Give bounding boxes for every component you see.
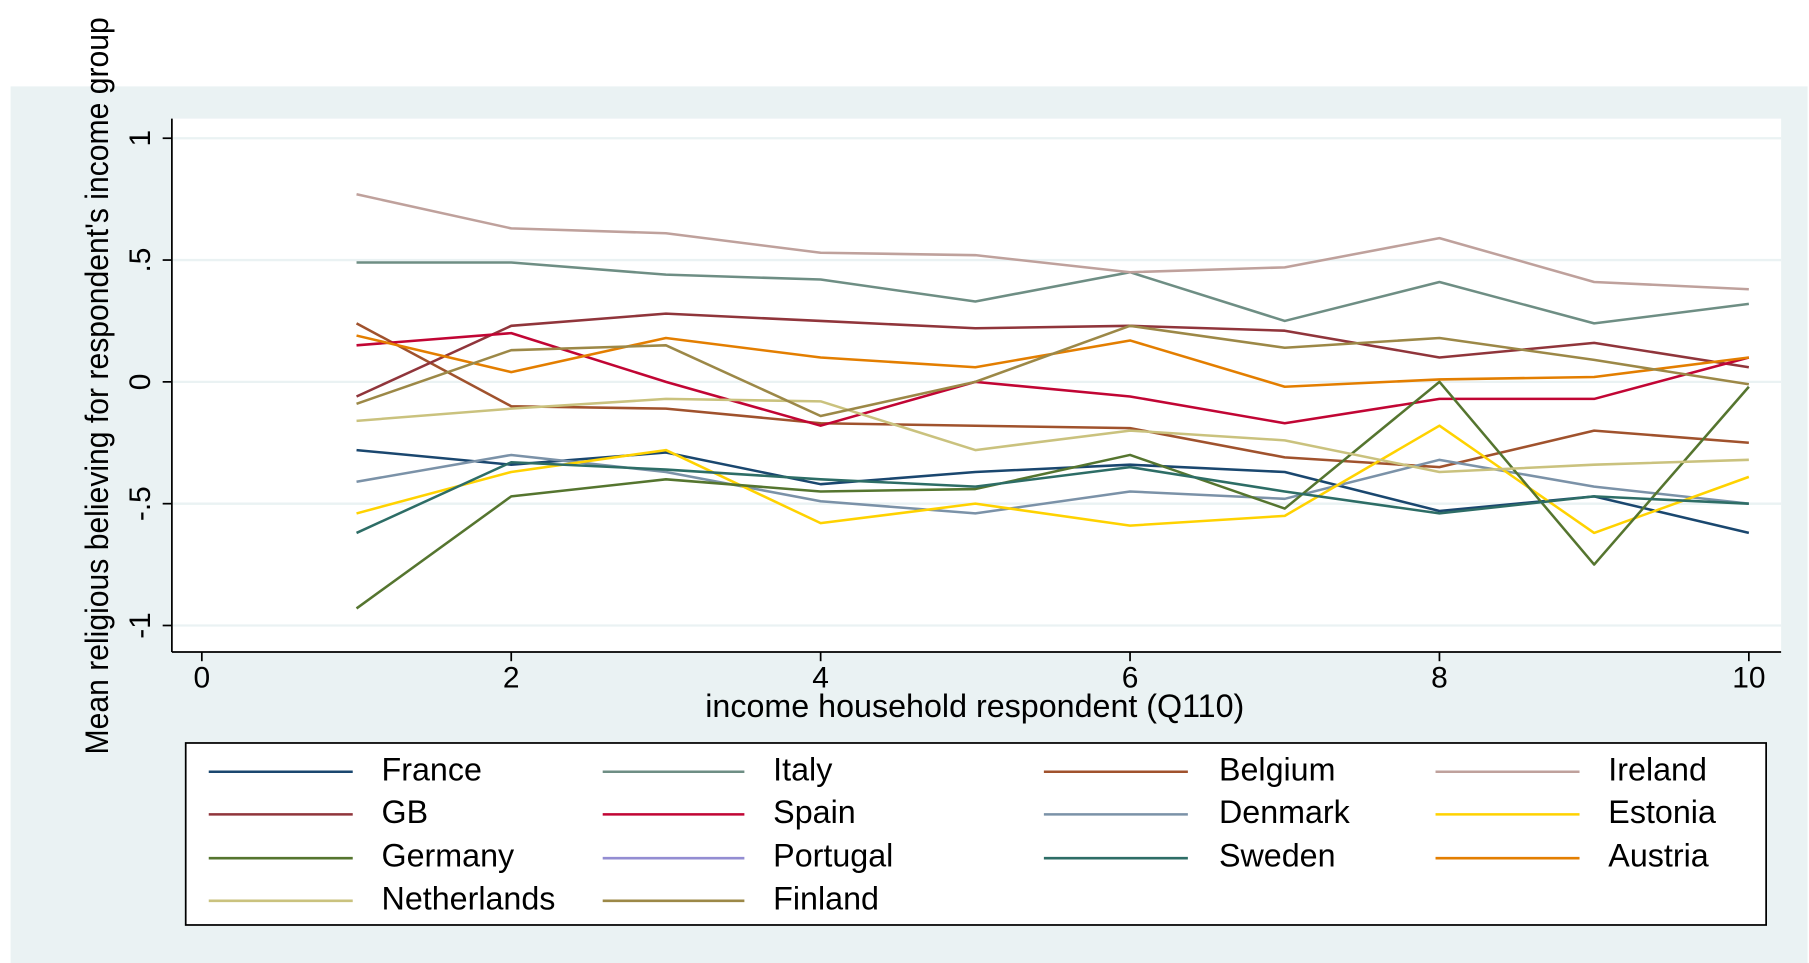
series-line	[356, 261, 1750, 325]
legend-label: Estonia	[1608, 794, 1716, 830]
series-line	[355, 380, 1750, 610]
plot-area	[171, 118, 1782, 652]
y-tick-label: -1	[124, 612, 157, 639]
series-line	[356, 397, 1749, 474]
legend-label: Sweden	[1219, 838, 1336, 874]
series-line	[356, 193, 1749, 291]
legend-label: Germany	[382, 838, 515, 874]
legend-label: Denmark	[1219, 794, 1351, 830]
series-line	[356, 460, 1749, 535]
legend-label: Italy	[773, 751, 833, 787]
series-line	[356, 324, 1750, 418]
legend-label: Austria	[1608, 838, 1708, 874]
x-tick-label: 10	[1732, 662, 1765, 695]
legend-label: Portugal	[773, 838, 893, 874]
x-tick-label: 6	[1122, 662, 1139, 695]
y-tick-label: .5	[124, 248, 157, 273]
x-tick-label: 8	[1431, 662, 1448, 695]
legend-label: Netherlands	[382, 880, 556, 916]
y-tick-label: -.5	[124, 486, 157, 521]
legend	[184, 742, 1767, 926]
x-tick-label: 0	[194, 662, 211, 695]
x-axis-title: income household respondent (Q110)	[705, 688, 1244, 724]
x-tick-label: 2	[503, 662, 520, 695]
y-axis-title: Mean religious believing for respondent'…	[79, 17, 115, 754]
legend-label: GB	[382, 794, 429, 830]
y-tick-label: 0	[124, 374, 157, 391]
legend-label: Ireland	[1608, 751, 1707, 787]
legend-label: Spain	[773, 794, 855, 830]
legend-label: Finland	[773, 880, 879, 916]
series-line	[356, 424, 1750, 535]
series-line	[356, 331, 1750, 427]
x-tick-label: 4	[812, 662, 829, 695]
legend-label: France	[382, 751, 482, 787]
legend-label: Belgium	[1219, 751, 1336, 787]
y-tick-label: 1	[124, 130, 157, 147]
series-line	[355, 322, 1749, 469]
